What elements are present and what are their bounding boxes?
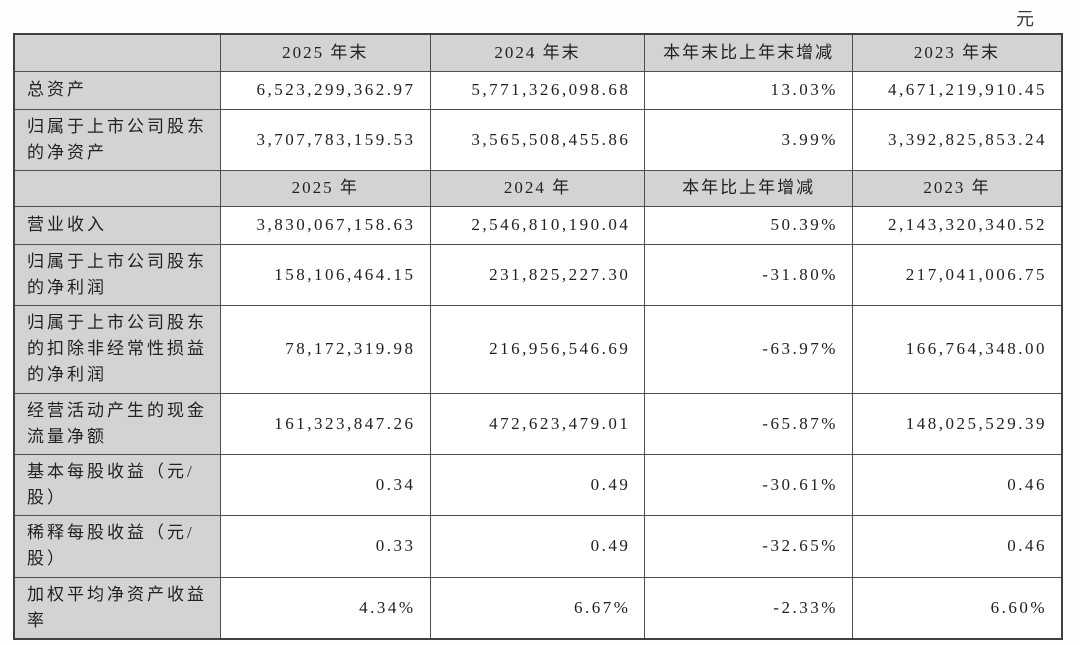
table-row-revenue: 营业收入 3,830,067,158.63 2,546,810,190.04 5… (13, 205, 1063, 245)
table-row-net-assets: 归属于上市公司股东的净资产 3,707,783,159.53 3,565,508… (13, 108, 1063, 171)
value-cell: -2.33% (644, 576, 853, 640)
value-cell: 158,106,464.15 (219, 243, 431, 306)
value-cell: -63.97% (644, 304, 853, 394)
value-cell: 5,771,326,098.68 (429, 70, 646, 110)
value-cell: 6.67% (429, 576, 646, 640)
unit-label: 元 (1016, 9, 1034, 29)
value-cell: 3,392,825,853.24 (851, 108, 1063, 171)
table-row-net-profit-excl-nonrecurring: 归属于上市公司股东的扣除非经常性损益的净利润 78,172,319.98 216… (13, 304, 1063, 394)
row-label: 经营活动产生的现金流量净额 (13, 392, 221, 455)
header-empty-cell (13, 33, 221, 72)
table-row-total-assets: 总资产 6,523,299,362.97 5,771,326,098.68 13… (13, 70, 1063, 110)
value-cell: 166,764,348.00 (851, 304, 1063, 394)
value-cell: 148,025,529.39 (851, 392, 1063, 455)
value-cell: -65.87% (644, 392, 853, 455)
column-header: 2025 年 (219, 169, 431, 207)
column-header: 2024 年末 (429, 33, 646, 72)
value-cell: 161,323,847.26 (219, 392, 431, 455)
table-row-diluted-eps: 稀释每股收益（元/股） 0.33 0.49 -32.65% 0.46 (13, 514, 1063, 578)
value-cell: 2,546,810,190.04 (429, 205, 646, 245)
value-cell: 0.46 (851, 453, 1063, 516)
column-header: 2023 年 (851, 169, 1063, 207)
value-cell: 50.39% (644, 205, 853, 245)
value-cell: 0.49 (429, 514, 646, 578)
row-label: 归属于上市公司股东的净资产 (13, 108, 221, 171)
value-cell: 216,956,546.69 (429, 304, 646, 394)
row-label: 归属于上市公司股东的扣除非经常性损益的净利润 (13, 304, 221, 394)
header-row-annual: 2025 年 2024 年 本年比上年增减 2023 年 (13, 169, 1063, 207)
value-cell: 0.46 (851, 514, 1063, 578)
table-row-operating-cash-flow: 经营活动产生的现金流量净额 161,323,847.26 472,623,479… (13, 392, 1063, 455)
value-cell: -31.80% (644, 243, 853, 306)
value-cell: 13.03% (644, 70, 853, 110)
row-label: 营业收入 (13, 205, 221, 245)
column-header: 2024 年 (429, 169, 646, 207)
value-cell: 3.99% (644, 108, 853, 171)
row-label: 基本每股收益（元/股） (13, 453, 221, 516)
value-cell: 4.34% (219, 576, 431, 640)
table-row-net-profit: 归属于上市公司股东的净利润 158,106,464.15 231,825,227… (13, 243, 1063, 306)
value-cell: 0.34 (219, 453, 431, 516)
row-label: 加权平均净资产收益率 (13, 576, 221, 640)
column-header: 2023 年末 (851, 33, 1063, 72)
value-cell: 78,172,319.98 (219, 304, 431, 394)
table-row-weighted-avg-roe: 加权平均净资产收益率 4.34% 6.67% -2.33% 6.60% (13, 576, 1063, 640)
value-cell: 4,671,219,910.45 (851, 70, 1063, 110)
column-header: 本年末比上年末增减 (644, 33, 853, 72)
row-label: 稀释每股收益（元/股） (13, 514, 221, 578)
value-cell: 2,143,320,340.52 (851, 205, 1063, 245)
financial-summary-table: 2025 年末 2024 年末 本年末比上年末增减 2023 年末 总资产 6,… (13, 33, 1063, 640)
value-cell: 217,041,006.75 (851, 243, 1063, 306)
value-cell: 3,565,508,455.86 (429, 108, 646, 171)
header-row-year-end: 2025 年末 2024 年末 本年末比上年末增减 2023 年末 (13, 33, 1063, 72)
value-cell: 472,623,479.01 (429, 392, 646, 455)
header-empty-cell (13, 169, 221, 207)
value-cell: 6.60% (851, 576, 1063, 640)
value-cell: 0.33 (219, 514, 431, 578)
value-cell: -30.61% (644, 453, 853, 516)
column-header: 2025 年末 (219, 33, 431, 72)
value-cell: 231,825,227.30 (429, 243, 646, 306)
value-cell: 6,523,299,362.97 (219, 70, 431, 110)
value-cell: 3,830,067,158.63 (219, 205, 431, 245)
value-cell: -32.65% (644, 514, 853, 578)
row-label: 总资产 (13, 70, 221, 110)
row-label: 归属于上市公司股东的净利润 (13, 243, 221, 306)
column-header: 本年比上年增减 (644, 169, 853, 207)
value-cell: 0.49 (429, 453, 646, 516)
value-cell: 3,707,783,159.53 (219, 108, 431, 171)
table-row-basic-eps: 基本每股收益（元/股） 0.34 0.49 -30.61% 0.46 (13, 453, 1063, 516)
